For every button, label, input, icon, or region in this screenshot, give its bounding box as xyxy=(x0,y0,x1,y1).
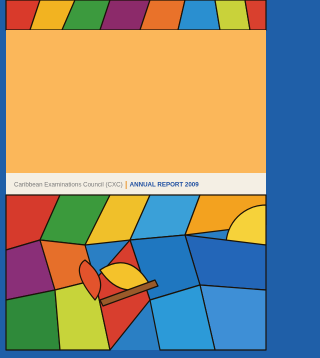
report-title: ANNUAL REPORT 2009 xyxy=(130,182,200,189)
glass-pane xyxy=(6,290,60,350)
page: Caribbean Examinations Council (CXC) ANN… xyxy=(0,0,276,358)
publisher: Caribbean Examinations Council (CXC) xyxy=(14,182,123,189)
orange-panel xyxy=(6,30,266,173)
cover: Caribbean Examinations Council (CXC) ANN… xyxy=(0,0,276,358)
glass-pane xyxy=(178,0,220,30)
top-stained-glass xyxy=(6,0,266,30)
bottom-stained-glass xyxy=(6,195,266,350)
glass-pane xyxy=(215,0,250,30)
separator xyxy=(126,181,127,189)
